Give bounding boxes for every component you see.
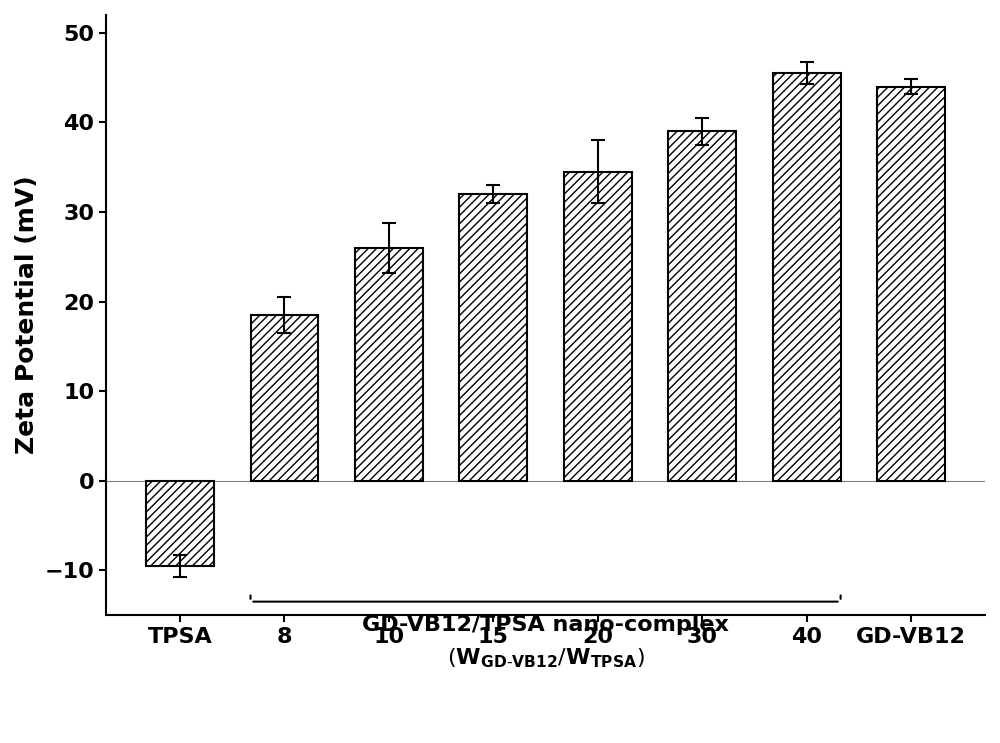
Text: GD-VB12/TPSA nano-complex: GD-VB12/TPSA nano-complex: [362, 615, 729, 635]
Y-axis label: Zeta Potential (mV): Zeta Potential (mV): [15, 176, 39, 455]
Bar: [877, 87, 945, 481]
Bar: [146, 481, 214, 566]
Bar: [668, 132, 736, 481]
Bar: [355, 248, 423, 481]
Bar: [773, 74, 841, 481]
Bar: [564, 172, 632, 481]
Text: $(\mathregular{W}_{\mathregular{GD\text{-}VB12}}/\mathregular{W}_{\mathregular{T: $(\mathregular{W}_{\mathregular{GD\text{…: [447, 646, 644, 670]
Bar: [251, 315, 318, 481]
Bar: [459, 194, 527, 481]
